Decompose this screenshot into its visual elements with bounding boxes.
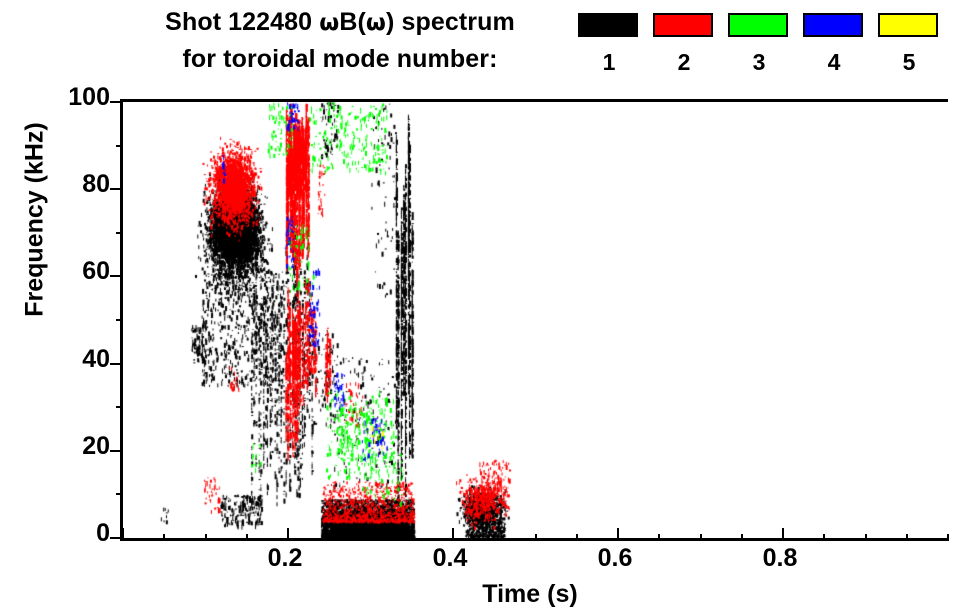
legend-item-5: 5: [878, 13, 940, 75]
legend-swatch-5: [878, 13, 938, 37]
legend-label-1: 1: [602, 49, 616, 75]
y-tick-major: [110, 275, 123, 278]
legend-label-3: 3: [752, 49, 766, 75]
legend-label-5: 5: [902, 49, 916, 75]
legend-item-3: 3: [728, 13, 790, 75]
x-tick-minor: [534, 534, 537, 541]
x-tick-label-0.2: 0.2: [267, 544, 303, 572]
y-tick-label-60: 60: [82, 257, 110, 286]
y-tick-label-40: 40: [82, 344, 110, 373]
x-tick-minor: [493, 534, 496, 541]
spectrogram-plot-area: [123, 102, 948, 538]
y-tick-major: [110, 449, 123, 452]
y-tick-label-20: 20: [82, 431, 110, 460]
x-tick-minor: [905, 534, 908, 541]
x-tick-minor: [410, 534, 413, 541]
y-tick-major: [110, 537, 123, 539]
x-tick-minor: [658, 534, 661, 541]
chart-title-line-2: for toroidal mode number:: [182, 45, 498, 73]
x-tick-minor: [369, 534, 372, 541]
x-tick-minor: [864, 534, 867, 541]
x-tick-major: [287, 528, 289, 541]
plot-frame: [110, 99, 949, 541]
title-shot-text: Shot 122480: [165, 8, 320, 36]
title-b-text: B(: [339, 8, 366, 36]
legend-item-4: 4: [803, 13, 865, 75]
x-tick-label-0.8: 0.8: [762, 544, 798, 572]
y-axis-title: Frequency (kHz): [20, 122, 49, 317]
x-tick-major: [782, 528, 784, 541]
legend-item-2: 2: [653, 13, 715, 75]
x-tick-minor: [245, 534, 248, 541]
x-tick-minor: [328, 534, 331, 541]
title-spectrum-text: ) spectrum: [386, 8, 515, 36]
x-tick-minor: [163, 534, 166, 541]
y-tick-major: [110, 362, 123, 365]
y-tick-minor: [116, 493, 123, 496]
y-tick-minor: [116, 406, 123, 409]
x-axis-title: Time (s): [482, 580, 578, 608]
x-tick-minor: [740, 534, 743, 541]
omega-symbol-1: ω: [319, 10, 340, 36]
x-tick-label-0.4: 0.4: [432, 544, 468, 572]
legend-swatch-1: [578, 13, 638, 37]
y-tick-label-80: 80: [82, 170, 110, 199]
x-tick-minor: [699, 534, 702, 541]
x-tick-major: [452, 528, 454, 541]
mode-number-legend: 1 2 3 4 5: [578, 13, 948, 85]
x-tick-label-0.6: 0.6: [597, 544, 633, 572]
chart-title-line-1: Shot 122480 ωB(ω) spectrum: [105, 4, 575, 41]
y-tick-label-100: 100: [68, 83, 110, 111]
legend-swatch-2: [653, 13, 713, 37]
x-tick-minor: [204, 534, 207, 541]
x-tick-major: [617, 528, 619, 541]
x-tick-minor: [823, 534, 826, 541]
legend-swatch-4: [803, 13, 863, 37]
y-tick-major: [110, 188, 123, 191]
x-tick-minor: [575, 534, 578, 541]
y-tick-label-0: 0: [96, 519, 110, 547]
x-tick-minor: [947, 534, 949, 541]
y-tick-minor: [116, 231, 123, 234]
y-tick-major: [110, 101, 123, 103]
legend-label-4: 4: [827, 49, 841, 75]
y-tick-minor: [116, 319, 123, 321]
omega-symbol-2: ω: [365, 10, 387, 36]
legend-label-2: 2: [677, 49, 691, 75]
legend-swatch-3: [728, 13, 788, 37]
x-tick-major: [122, 528, 124, 541]
chart-title: Shot 122480 ωB(ω) spectrum for toroidal …: [105, 4, 575, 77]
y-tick-minor: [116, 144, 123, 147]
legend-item-1: 1: [578, 13, 640, 75]
